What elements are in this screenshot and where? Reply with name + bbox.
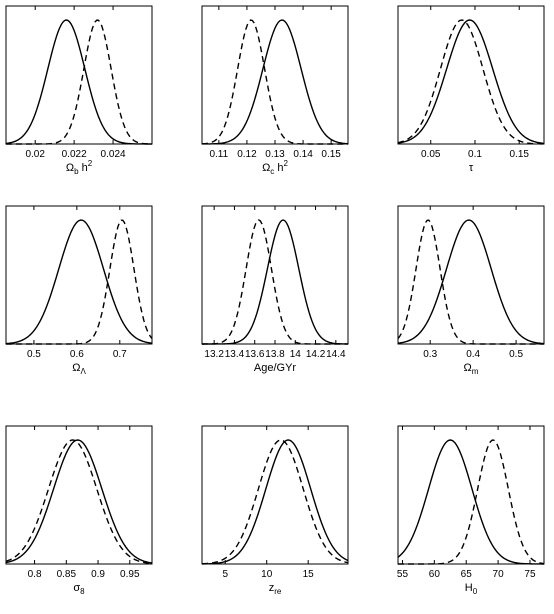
x-tick-label: 14.2 — [306, 349, 326, 360]
panel-frame — [5, 5, 153, 145]
dashed-posterior-curve — [202, 219, 348, 345]
x-tick-label: 15 — [303, 569, 315, 580]
x-tick-label: 0.7 — [113, 349, 127, 360]
panel-frame — [201, 205, 349, 345]
x-tick-label: 0.5 — [509, 349, 523, 360]
dashed-posterior-curve — [201, 439, 349, 565]
x-tick-label: 0.14 — [293, 149, 313, 160]
panel-frame — [397, 425, 545, 565]
x-tick-label: 0.15 — [321, 149, 341, 160]
x-tick-label: 0.5 — [27, 349, 41, 360]
x-axis-label: zre — [269, 582, 282, 596]
x-tick-label: 13.6 — [245, 349, 265, 360]
x-tick-label: 65 — [461, 569, 473, 580]
panel-frame — [397, 205, 545, 345]
x-tick-label: 60 — [429, 569, 441, 580]
solid-posterior-curve — [5, 219, 153, 345]
dashed-posterior-curve — [398, 439, 545, 565]
x-tick-label: 75 — [524, 569, 536, 580]
x-tick-label: 0.12 — [237, 149, 257, 160]
panel-4: 0.5 0.6 0.7 ΩΛ — [5, 205, 153, 376]
x-tick-label: 70 — [493, 569, 505, 580]
x-tick-label: 0.13 — [265, 149, 285, 160]
solid-posterior-curve — [5, 19, 152, 145]
x-tick-label: 0.05 — [421, 149, 441, 160]
x-axis-label: H0 — [465, 582, 478, 596]
panel-frame — [5, 425, 153, 565]
x-tick-label: 0.85 — [57, 569, 77, 580]
panel-6: 0.3 0.4 0.5 Ωm — [397, 205, 545, 376]
x-tick-label: 0.024 — [101, 149, 126, 160]
x-tick-label: 55 — [397, 569, 409, 580]
solid-posterior-curve — [201, 19, 349, 145]
panel-7: 0.8 0.85 0.9 0.95 σ8 — [5, 425, 153, 596]
dashed-posterior-curve — [397, 19, 545, 145]
x-tick-label: 0.4 — [466, 349, 480, 360]
panel-8: 5 10 15 zre — [201, 425, 349, 596]
dashed-posterior-curve — [6, 219, 153, 345]
panel-1: 0.02 0.022 0.024 Ωb h2 — [5, 5, 153, 176]
dashed-posterior-curve — [201, 19, 348, 145]
x-axis-label: σ8 — [73, 582, 85, 596]
x-tick-label: 0.1 — [468, 149, 482, 160]
panel-frame — [5, 205, 153, 345]
panel-3: 0.05 0.1 0.15 τ — [397, 5, 545, 174]
dashed-posterior-curve — [6, 19, 153, 145]
x-tick-label: 0.11 — [209, 149, 228, 160]
x-tick-label: 0.02 — [25, 149, 45, 160]
dashed-posterior-curve — [397, 219, 544, 345]
x-tick-label: 0.3 — [423, 349, 437, 360]
solid-posterior-curve — [397, 439, 544, 565]
x-tick-label: 13.4 — [225, 349, 245, 360]
x-axis-label: Ωm — [464, 362, 479, 376]
x-tick-label: 0.8 — [28, 569, 42, 580]
solid-posterior-curve — [397, 19, 545, 145]
x-tick-label: 5 — [222, 569, 228, 580]
x-axis-label: Age/GYr — [254, 362, 297, 374]
panel-frame — [397, 5, 545, 145]
x-axis-label: ΩΛ — [72, 362, 86, 376]
panel-9: 55 60 65 70 75 H0 — [397, 425, 545, 596]
x-tick-label: 0.95 — [120, 569, 140, 580]
x-tick-label: 13.8 — [265, 349, 285, 360]
panel-frame — [201, 425, 349, 565]
x-tick-label: 0.6 — [70, 349, 84, 360]
x-tick-label: 10 — [261, 569, 273, 580]
solid-posterior-curve — [397, 219, 545, 345]
dashed-posterior-curve — [5, 439, 153, 565]
solid-posterior-curve — [202, 219, 349, 345]
x-tick-label: 0.15 — [509, 149, 529, 160]
x-tick-label: 14.4 — [326, 349, 346, 360]
x-tick-label: 13.2 — [204, 349, 224, 360]
panel-2: 0.11 0.12 0.13 0.14 0.15 Ωc h2 — [201, 5, 349, 176]
solid-posterior-curve — [5, 439, 153, 564]
x-axis-label: τ — [469, 162, 474, 174]
x-axis-label: Ωb h2 — [66, 159, 93, 176]
x-tick-label: 0.022 — [62, 149, 87, 160]
x-tick-label: 14 — [290, 349, 302, 360]
x-axis-label: Ωc h2 — [262, 159, 288, 176]
panel-5: 13.2 13.4 13.6 13.8 14 14.2 14.4 Age/GYr — [201, 205, 349, 374]
x-tick-label: 0.9 — [91, 569, 105, 580]
solid-posterior-curve — [201, 439, 349, 565]
